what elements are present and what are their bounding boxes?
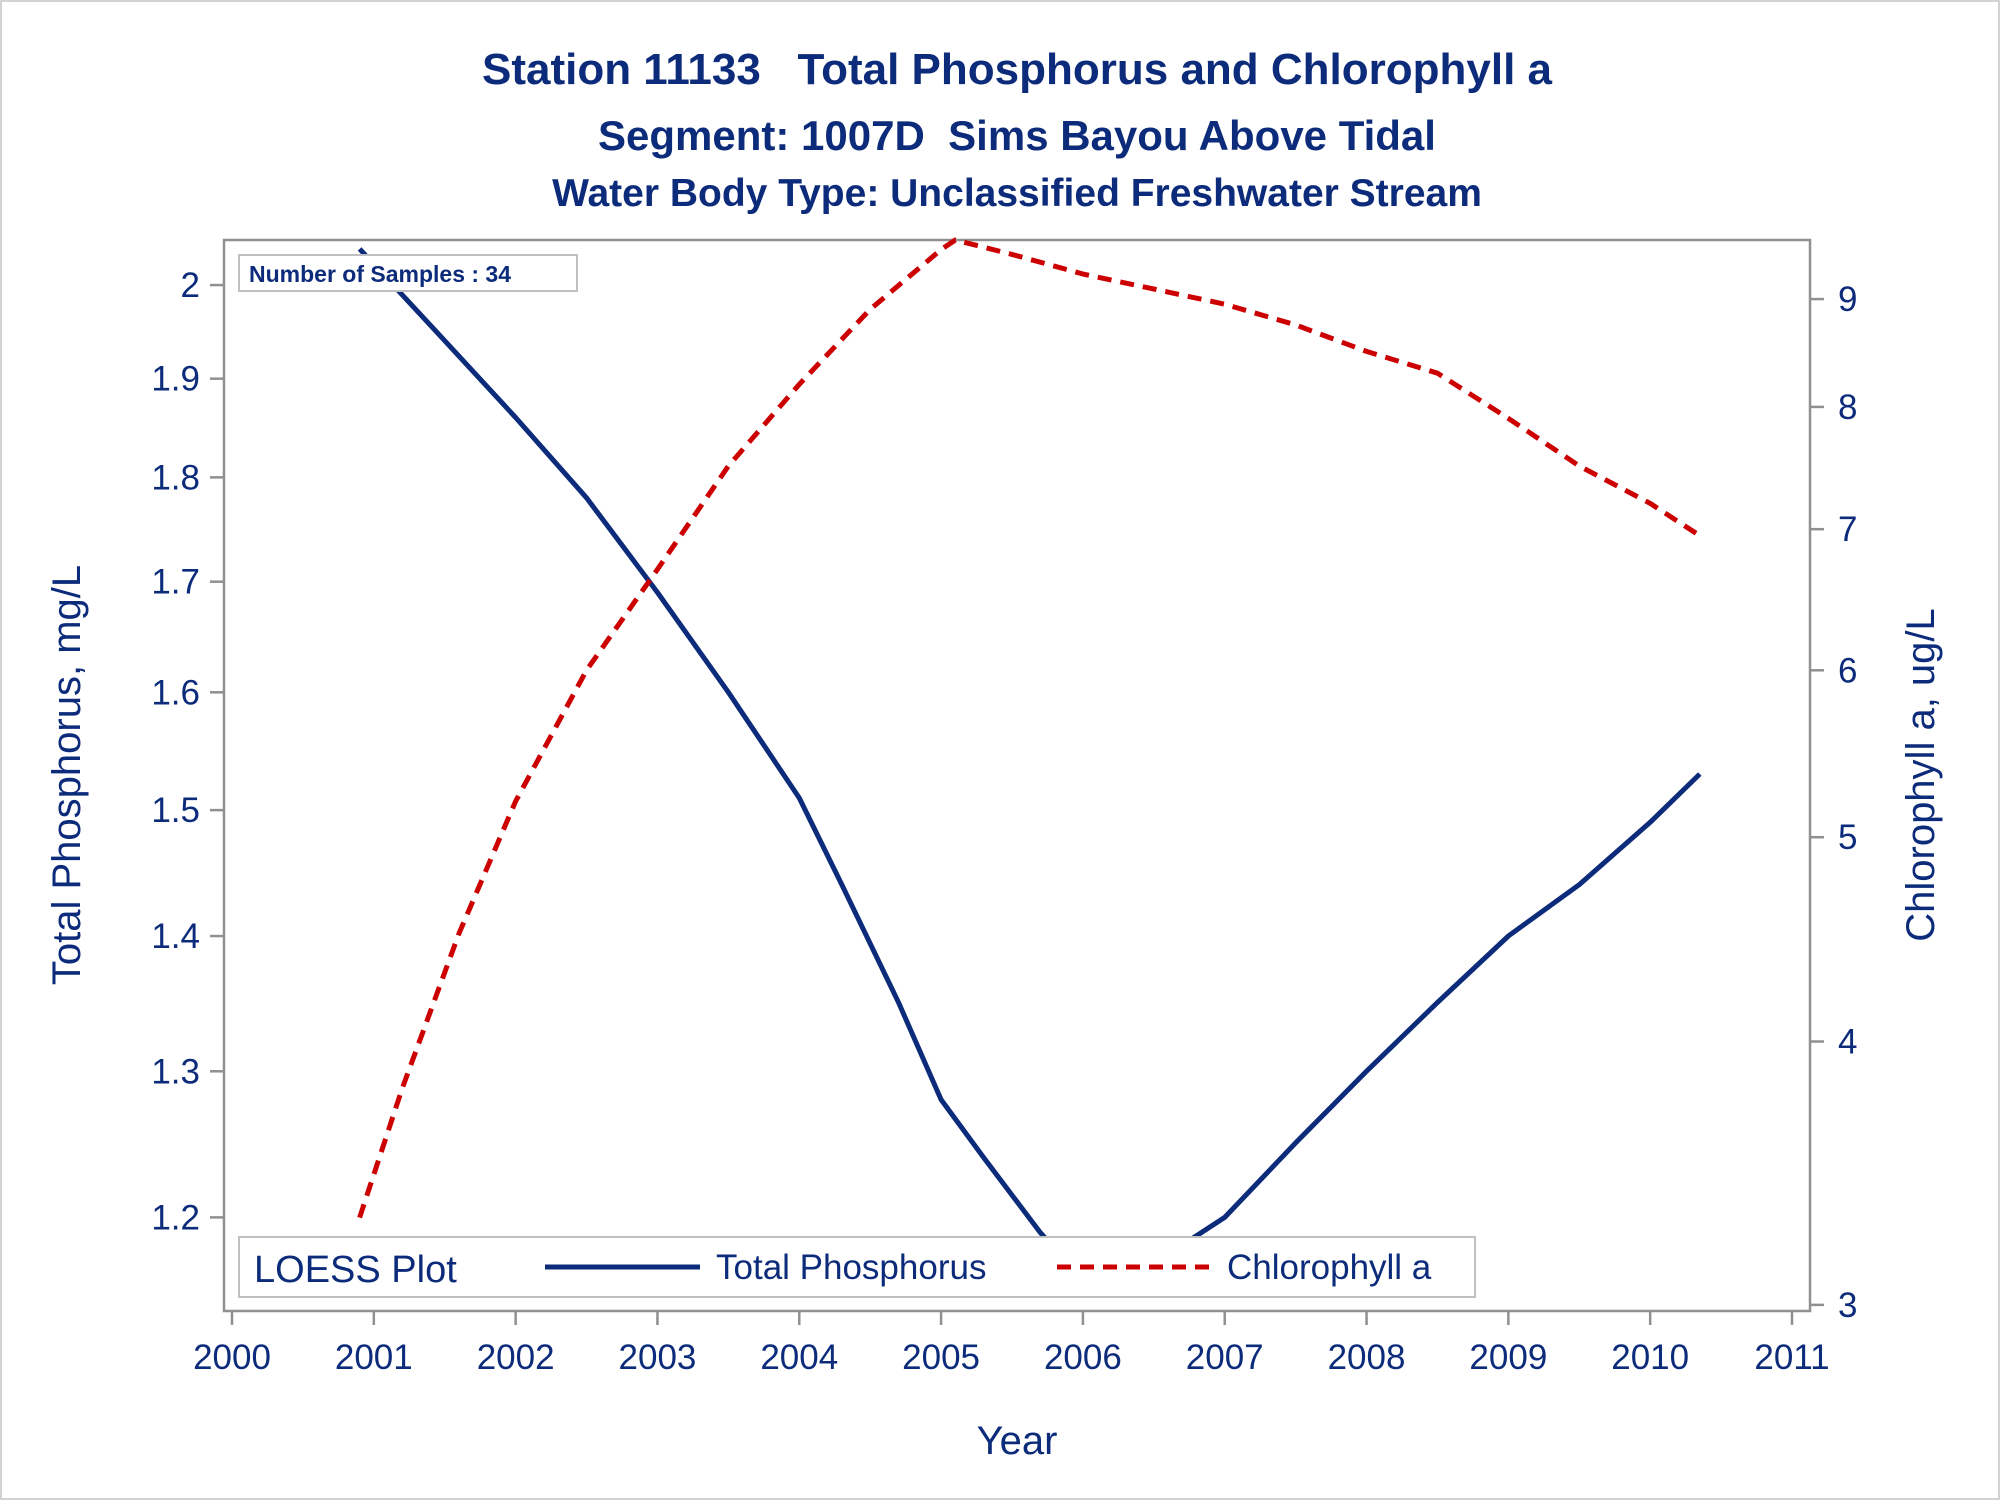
y-right-tick-label: 4 — [1838, 1023, 1857, 1062]
series-line-chlorophyll-a — [357, 237, 1702, 1219]
x-tick-label: 2010 — [1611, 1338, 1689, 1377]
x-tick-label: 2000 — [193, 1338, 271, 1377]
y-axis-left-label: Total Phosphorus, mg/L — [45, 565, 89, 985]
y-left-tick-label: 1.3 — [151, 1052, 200, 1091]
plot-area — [222, 238, 1812, 1313]
x-axis-label: Year — [977, 1419, 1058, 1463]
y-right-tick-label: 8 — [1838, 388, 1857, 427]
y-left-tick-label: 2 — [181, 266, 200, 305]
x-tick-label: 2001 — [335, 1338, 413, 1377]
y-axis-right-label: Chlorophyll a, ug/L — [1899, 608, 1943, 942]
annotation-box — [238, 254, 578, 292]
x-tick-label: 2006 — [1044, 1338, 1122, 1377]
x-tick-label: 2007 — [1186, 1338, 1264, 1377]
x-tick-label: 2002 — [477, 1338, 555, 1377]
y-right-tick-label: 7 — [1838, 510, 1857, 549]
y-left-tick-label: 1.4 — [151, 917, 200, 956]
chart-subtitle: Segment: 1007D Sims Bayou Above Tidal — [598, 112, 1436, 159]
chart-title: Station 11133 Total Phosphorus and Chlor… — [482, 45, 1553, 94]
y-left-tick-label: 1.5 — [151, 791, 200, 830]
legend-box — [238, 1236, 1476, 1298]
legend-label-chlorophyll: Chlorophyll a — [1227, 1248, 1432, 1287]
y-right-tick-label: 5 — [1838, 818, 1857, 857]
legend: LOESS Plot Total Phosphorus Chlorophyll … — [238, 1236, 1476, 1298]
legend-title: LOESS Plot — [254, 1249, 457, 1291]
legend-label-phosphorus: Total Phosphorus — [716, 1248, 986, 1287]
y-axis-left: 1.2 1.3 1.4 1.5 1.6 1.7 1.8 1.9 2 — [151, 266, 224, 1237]
x-tick-label: 2005 — [902, 1338, 980, 1377]
y-left-tick-label: 1.9 — [151, 360, 200, 399]
y-right-tick-label: 3 — [1838, 1286, 1857, 1325]
y-right-tick-label: 9 — [1838, 280, 1857, 319]
x-tick-label: 2003 — [619, 1338, 697, 1377]
x-axis: 2000 2001 2002 2003 2004 2005 2006 2007 2008 2009… — [193, 1311, 1830, 1377]
y-left-tick-label: 1.2 — [151, 1198, 200, 1237]
series-layer — [357, 237, 1702, 1298]
x-tick-label: 2009 — [1469, 1338, 1547, 1377]
y-axis-right: 3 4 5 6 7 8 9 — [1810, 280, 1857, 1325]
sample-count-annotation: Number of Samples : 34 — [238, 254, 578, 292]
series-line-total-phosphorus — [357, 247, 1702, 1298]
x-tick-label: 2011 — [1754, 1338, 1829, 1377]
x-tick-label: 2004 — [760, 1338, 838, 1377]
y-left-tick-label: 1.8 — [151, 458, 200, 497]
y-left-tick-label: 1.7 — [151, 563, 200, 602]
chart-subtitle-2: Water Body Type: Unclassified Freshwater… — [552, 172, 1482, 215]
y-right-tick-label: 6 — [1838, 651, 1857, 690]
annotation-text: Number of Samples : 34 — [249, 261, 511, 287]
y-left-tick-label: 1.6 — [151, 673, 200, 712]
x-tick-label: 2008 — [1328, 1338, 1406, 1377]
